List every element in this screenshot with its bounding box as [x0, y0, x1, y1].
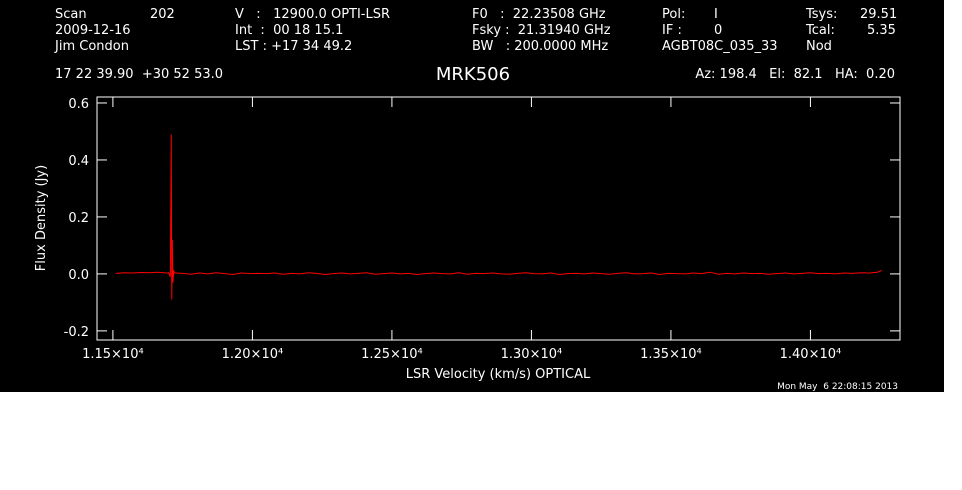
header-text: Int : 00 18 15.1 — [235, 23, 343, 38]
header-text: I — [714, 7, 718, 22]
header-text: BW : 200.0000 MHz — [472, 39, 608, 54]
header-text: Nod — [806, 39, 832, 54]
plot-frame — [96, 96, 901, 341]
y-tick-label: -0.2 — [64, 325, 89, 340]
header-text: Tsys: — [805, 7, 837, 22]
y-tick-label: 0.6 — [68, 97, 89, 112]
header-text: 5.35 — [867, 23, 896, 38]
x-tick-label: 1.15×10⁴ — [82, 347, 144, 362]
header-text: Tcal: — [805, 23, 835, 38]
header-text: Fsky : 21.31940 GHz — [472, 23, 611, 38]
x-tick-label: 1.35×10⁴ — [640, 347, 702, 362]
header-text: 29.51 — [860, 7, 897, 22]
header-text: IF : — [662, 23, 682, 38]
timestamp: Mon May 6 22:08:15 2013 — [777, 382, 898, 392]
pointing: Az: 198.4 El: 82.1 HA: 0.20 — [695, 67, 895, 82]
x-tick-label: 1.40×10⁴ — [780, 347, 842, 362]
header-text: V : 12900.0 OPTI-LSR — [235, 7, 390, 22]
x-tick-label: 1.20×10⁴ — [222, 347, 284, 362]
x-tick-label: 1.30×10⁴ — [501, 347, 563, 362]
y-tick-label: 0.4 — [68, 154, 89, 169]
y-axis-label: Flux Density (Jy) — [34, 165, 49, 271]
y-tick-label: 0.2 — [68, 211, 89, 226]
spectrum-line — [115, 134, 882, 300]
x-tick-label: 1.25×10⁴ — [361, 347, 423, 362]
header-text: AGBT08C_035_33 — [662, 39, 778, 54]
coordinates: 17 22 39.90 +30 52 53.0 — [55, 67, 223, 82]
y-tick-label: 0.0 — [68, 268, 89, 283]
header-text: LST : +17 34 49.2 — [235, 39, 352, 54]
header-text: Jim Condon — [54, 39, 129, 54]
header-text: 202 — [150, 7, 175, 22]
header-text: Scan — [55, 7, 87, 22]
x-axis-label: LSR Velocity (km/s) OPTICAL — [406, 367, 591, 382]
header-text: Pol: — [662, 7, 685, 22]
chart-title: MRK506 — [436, 64, 510, 85]
plot-background — [0, 0, 944, 392]
header-text: F0 : 22.23508 GHz — [472, 7, 606, 22]
header-text: 2009-12-16 — [55, 23, 131, 38]
header-text: 0 — [714, 23, 722, 38]
